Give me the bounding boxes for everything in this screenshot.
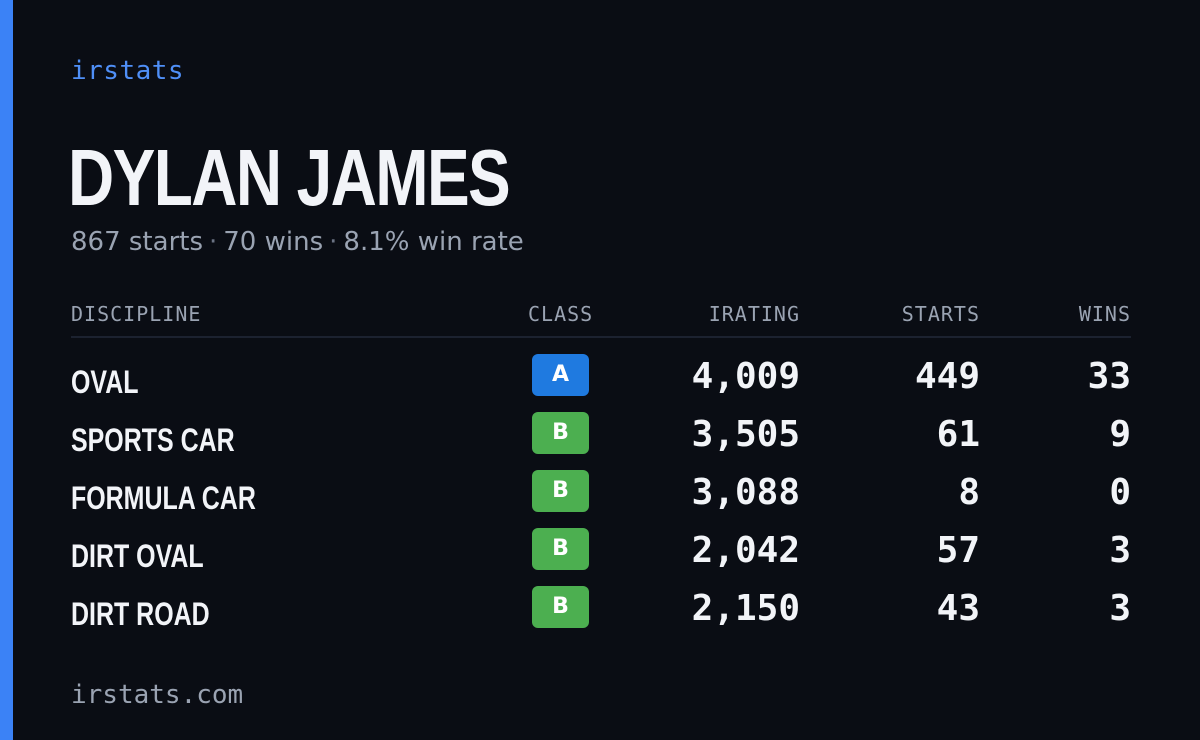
wins-value: 3 [1109,588,1131,629]
irating-value: 3,088 [691,472,800,513]
header-discipline: DISCIPLINE [71,302,202,326]
irating-value: 4,009 [691,356,800,397]
wins-value: 3 [1109,530,1131,571]
table-header: DISCIPLINE CLASS IRATING STARTS WINS [71,298,1131,338]
header-class: CLASS [528,302,594,326]
wins-value: 9 [1109,414,1131,455]
class-badge: B [532,528,589,570]
table-row: SPORTS CAR B 3,505 61 9 [71,412,1131,470]
wins-value: 33 [1087,356,1131,397]
driver-name: DYLAN JAMES [68,133,511,222]
discipline-name: FORMULA CAR [71,480,256,516]
brand-logo: irstats [71,56,185,86]
footer-url: irstats.com [71,680,244,710]
class-badge: B [532,470,589,512]
table-row: DIRT OVAL B 2,042 57 3 [71,528,1131,586]
starts-value: 57 [936,530,980,571]
table-row: DIRT ROAD B 2,150 43 3 [71,586,1131,644]
wins-summary: 70 wins [223,227,324,257]
starts-value: 43 [936,588,980,629]
header-wins: WINS [1078,302,1131,326]
license-table: DISCIPLINE CLASS IRATING STARTS WINS OVA… [71,298,1131,644]
wins-value: 0 [1109,472,1131,513]
irating-value: 3,505 [691,414,800,455]
starts-value: 61 [936,414,980,455]
class-badge: B [532,412,589,454]
header-irating: IRATING [708,302,800,326]
irating-value: 2,150 [691,588,800,629]
separator-dot: · [209,227,218,257]
starts-value: 449 [914,356,980,397]
starts-summary: 867 starts [71,227,203,257]
table-body: OVAL A 4,009 449 33 SPORTS CAR B 3,505 6… [71,354,1131,644]
driver-summary: 867 starts · 70 wins · 8.1% win rate [71,227,524,257]
win-rate-summary: 8.1% win rate [343,227,524,257]
table-row: FORMULA CAR B 3,088 8 0 [71,470,1131,528]
discipline-name: OVAL [71,364,139,400]
separator-dot: · [329,227,338,257]
class-badge: A [532,354,589,396]
class-badge: B [532,586,589,628]
table-row: OVAL A 4,009 449 33 [71,354,1131,412]
header-starts: STARTS [901,302,980,326]
discipline-name: DIRT OVAL [71,538,204,574]
accent-bar [0,0,13,740]
discipline-name: DIRT ROAD [71,596,210,632]
discipline-name: SPORTS CAR [71,422,235,458]
starts-value: 8 [958,472,980,513]
irating-value: 2,042 [691,530,800,571]
